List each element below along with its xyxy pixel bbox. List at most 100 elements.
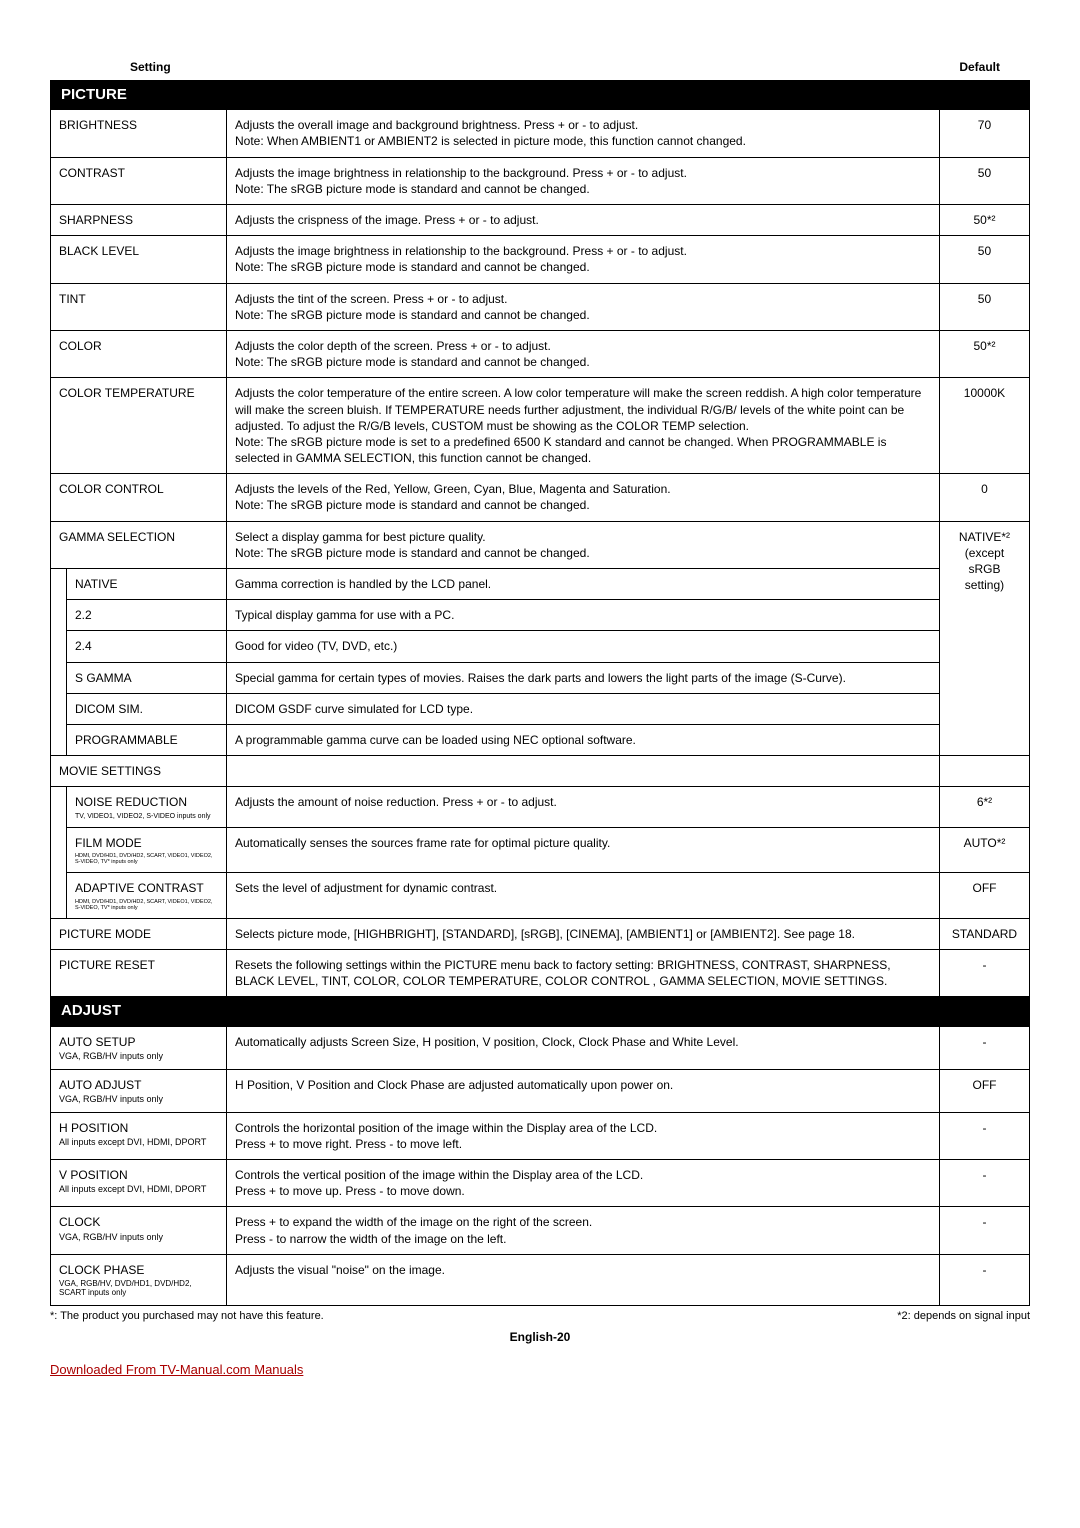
footnote-left: *: The product you purchased may not hav…: [50, 1310, 324, 1322]
indent-cell: [51, 693, 67, 724]
g24-desc: Good for video (TV, DVD, etc.): [227, 631, 940, 662]
clock-name: CLOCK VGA, RGB/HV inputs only: [51, 1207, 227, 1254]
indent-cell: [51, 569, 67, 600]
hpos-note: All inputs except DVI, HDMI, DPORT: [59, 1138, 218, 1148]
dicom-desc: DICOM GSDF curve simulated for LCD type.: [227, 693, 940, 724]
row-color: COLOR Adjusts the color depth of the scr…: [51, 330, 1030, 377]
picmode-name: PICTURE MODE: [51, 918, 227, 949]
hpos-title: H POSITION: [59, 1121, 128, 1135]
row-colorcontrol: COLOR CONTROL Adjusts the levels of the …: [51, 474, 1030, 521]
row-clockphase: CLOCK PHASE VGA, RGB/HV, DVD/HD1, DVD/HD…: [51, 1254, 1030, 1305]
contrast-default: 50: [939, 157, 1029, 204]
clock-note: VGA, RGB/HV inputs only: [59, 1233, 218, 1243]
filmmode-title: FILM MODE: [75, 836, 142, 850]
row-prog: PROGRAMMABLE A programmable gamma curve …: [51, 724, 1030, 755]
blacklevel-default: 50: [939, 236, 1029, 283]
sharpness-default: 50*²: [939, 205, 1029, 236]
section-adjust: ADJUST: [51, 997, 1030, 1026]
row-native: NATIVE Gamma correction is handled by th…: [51, 569, 1030, 600]
settings-table: PICTURE BRIGHTNESS Adjusts the overall i…: [50, 80, 1030, 1306]
section-picture: PICTURE: [51, 81, 1030, 110]
page-number: English-20: [50, 1330, 1030, 1344]
picreset-name: PICTURE RESET: [51, 949, 227, 996]
row-colortemp: COLOR TEMPERATURE Adjusts the color temp…: [51, 378, 1030, 474]
noisered-title: NOISE REDUCTION: [75, 795, 187, 809]
blacklevel-name: BLACK LEVEL: [51, 236, 227, 283]
table-header: Setting Default: [50, 60, 1030, 80]
indent-cell: [51, 600, 67, 631]
hpos-name: H POSITION All inputs except DVI, HDMI, …: [51, 1112, 227, 1159]
picmode-desc: Selects picture mode, [HIGHBRIGHT], [STA…: [227, 918, 940, 949]
color-desc: Adjusts the color depth of the screen. P…: [227, 330, 940, 377]
row-brightness: BRIGHTNESS Adjusts the overall image and…: [51, 110, 1030, 157]
noisered-default: 6*²: [939, 787, 1029, 828]
moviesettings-desc: [227, 756, 940, 787]
contrast-name: CONTRAST: [51, 157, 227, 204]
sharpness-desc: Adjusts the crispness of the image. Pres…: [227, 205, 940, 236]
colorcontrol-name: COLOR CONTROL: [51, 474, 227, 521]
g22-desc: Typical display gamma for use with a PC.: [227, 600, 940, 631]
clockphase-title: CLOCK PHASE: [59, 1263, 144, 1277]
clock-default: -: [939, 1207, 1029, 1254]
indent-cell: [51, 787, 67, 828]
indent-cell: [51, 828, 67, 873]
colorcontrol-desc: Adjusts the levels of the Red, Yellow, G…: [227, 474, 940, 521]
row-picmode: PICTURE MODE Selects picture mode, [HIGH…: [51, 918, 1030, 949]
g24-name: 2.4: [67, 631, 227, 662]
filmmode-desc: Automatically senses the sources frame r…: [227, 828, 940, 873]
filmmode-name: FILM MODE HDMI, DVD/HD1, DVD/HD2, SCART,…: [67, 828, 227, 873]
adaptive-name: ADAPTIVE CONTRAST HDMI, DVD/HD1, DVD/HD2…: [67, 873, 227, 918]
noisered-note: TV, VIDEO1, VIDEO2, S-VIDEO inputs only: [75, 813, 218, 821]
picmode-default: STANDARD: [939, 918, 1029, 949]
hpos-default: -: [939, 1112, 1029, 1159]
clockphase-default: -: [939, 1254, 1029, 1305]
autosetup-note: VGA, RGB/HV inputs only: [59, 1052, 218, 1062]
row-autoadjust: AUTO ADJUST VGA, RGB/HV inputs only H Po…: [51, 1069, 1030, 1112]
row-blacklevel: BLACK LEVEL Adjusts the image brightness…: [51, 236, 1030, 283]
adaptive-note: HDMI, DVD/HD1, DVD/HD2, SCART, VIDEO1, V…: [75, 899, 218, 911]
autosetup-desc: Automatically adjusts Screen Size, H pos…: [227, 1026, 940, 1069]
gammasel-default: NATIVE*² (except sRGB setting): [939, 521, 1029, 756]
row-autosetup: AUTO SETUP VGA, RGB/HV inputs only Autom…: [51, 1026, 1030, 1069]
vpos-title: V POSITION: [59, 1168, 128, 1182]
download-link[interactable]: Downloaded From TV-Manual.com Manuals: [50, 1362, 1030, 1377]
tint-desc: Adjusts the tint of the screen. Press + …: [227, 283, 940, 330]
clockphase-desc: Adjusts the visual "noise" on the image.: [227, 1254, 940, 1305]
row-dicom: DICOM SIM. DICOM GSDF curve simulated fo…: [51, 693, 1030, 724]
row-sgamma: S GAMMA Special gamma for certain types …: [51, 662, 1030, 693]
autoadjust-default: OFF: [939, 1069, 1029, 1112]
sgamma-desc: Special gamma for certain types of movie…: [227, 662, 940, 693]
adaptive-desc: Sets the level of adjustment for dynamic…: [227, 873, 940, 918]
footnote-right: *2: depends on signal input: [897, 1310, 1030, 1322]
indent-cell: [51, 662, 67, 693]
colortemp-desc: Adjusts the color temperature of the ent…: [227, 378, 940, 474]
clockphase-note: VGA, RGB/HV, DVD/HD1, DVD/HD2, SCART inp…: [59, 1280, 218, 1298]
section-picture-label: PICTURE: [51, 81, 1030, 110]
colorcontrol-default: 0: [939, 474, 1029, 521]
vpos-default: -: [939, 1160, 1029, 1207]
filmmode-default: AUTO*²: [939, 828, 1029, 873]
vpos-name: V POSITION All inputs except DVI, HDMI, …: [51, 1160, 227, 1207]
row-filmmode: FILM MODE HDMI, DVD/HD1, DVD/HD2, SCART,…: [51, 828, 1030, 873]
prog-desc: A programmable gamma curve can be loaded…: [227, 724, 940, 755]
clock-desc: Press + to expand the width of the image…: [227, 1207, 940, 1254]
row-g22: 2.2 Typical display gamma for use with a…: [51, 600, 1030, 631]
row-gammasel: GAMMA SELECTION Select a display gamma f…: [51, 521, 1030, 568]
brightness-name: BRIGHTNESS: [51, 110, 227, 157]
indent-cell: [51, 724, 67, 755]
moviesettings-default: [939, 756, 1029, 787]
color-name: COLOR: [51, 330, 227, 377]
autoadjust-name: AUTO ADJUST VGA, RGB/HV inputs only: [51, 1069, 227, 1112]
vpos-desc: Controls the vertical position of the im…: [227, 1160, 940, 1207]
autosetup-default: -: [939, 1026, 1029, 1069]
vpos-note: All inputs except DVI, HDMI, DPORT: [59, 1185, 218, 1195]
row-contrast: CONTRAST Adjusts the image brightness in…: [51, 157, 1030, 204]
autoadjust-title: AUTO ADJUST: [59, 1078, 141, 1092]
contrast-desc: Adjusts the image brightness in relation…: [227, 157, 940, 204]
autosetup-name: AUTO SETUP VGA, RGB/HV inputs only: [51, 1026, 227, 1069]
autoadjust-desc: H Position, V Position and Clock Phase a…: [227, 1069, 940, 1112]
clockphase-name: CLOCK PHASE VGA, RGB/HV, DVD/HD1, DVD/HD…: [51, 1254, 227, 1305]
row-tint: TINT Adjusts the tint of the screen. Pre…: [51, 283, 1030, 330]
sgamma-name: S GAMMA: [67, 662, 227, 693]
row-noisered: NOISE REDUCTION TV, VIDEO1, VIDEO2, S-VI…: [51, 787, 1030, 828]
